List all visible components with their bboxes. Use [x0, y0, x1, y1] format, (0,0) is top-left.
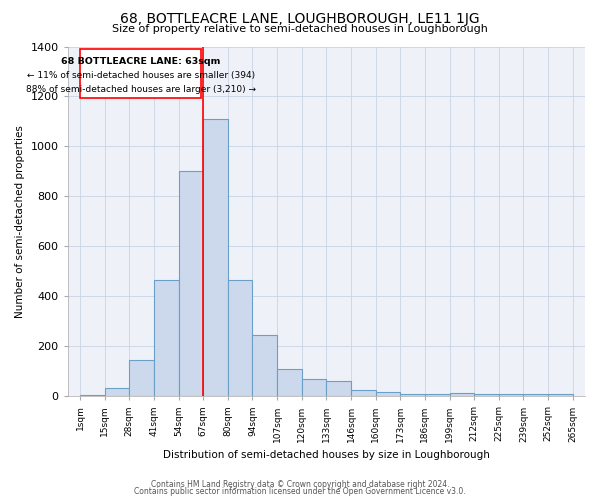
Bar [499, 394, 523, 396]
Bar [523, 394, 548, 396]
Text: 88% of semi-detached houses are larger (3,210) →: 88% of semi-detached houses are larger (… [26, 84, 256, 94]
Bar [425, 394, 449, 396]
Text: Contains public sector information licensed under the Open Government Licence v3: Contains public sector information licen… [134, 487, 466, 496]
Bar [80, 395, 104, 396]
Bar [400, 394, 425, 396]
Bar [104, 388, 129, 396]
Bar [326, 382, 351, 396]
Bar [179, 172, 203, 396]
Bar [351, 390, 376, 396]
Bar [203, 119, 228, 396]
Bar [548, 394, 572, 396]
Text: 68 BOTTLEACRE LANE: 63sqm: 68 BOTTLEACRE LANE: 63sqm [61, 56, 220, 66]
Bar [228, 280, 253, 396]
Bar [376, 392, 400, 396]
Bar [474, 394, 499, 396]
Text: 68, BOTTLEACRE LANE, LOUGHBOROUGH, LE11 1JG: 68, BOTTLEACRE LANE, LOUGHBOROUGH, LE11 … [120, 12, 480, 26]
X-axis label: Distribution of semi-detached houses by size in Loughborough: Distribution of semi-detached houses by … [163, 450, 490, 460]
FancyBboxPatch shape [80, 50, 201, 98]
Text: ← 11% of semi-detached houses are smaller (394): ← 11% of semi-detached houses are smalle… [26, 70, 254, 80]
Bar [154, 280, 179, 396]
Bar [302, 379, 326, 396]
Bar [449, 394, 474, 396]
Bar [277, 369, 302, 396]
Y-axis label: Number of semi-detached properties: Number of semi-detached properties [15, 125, 25, 318]
Bar [253, 335, 277, 396]
Bar [129, 360, 154, 397]
Text: Contains HM Land Registry data © Crown copyright and database right 2024.: Contains HM Land Registry data © Crown c… [151, 480, 449, 489]
Text: Size of property relative to semi-detached houses in Loughborough: Size of property relative to semi-detach… [112, 24, 488, 34]
